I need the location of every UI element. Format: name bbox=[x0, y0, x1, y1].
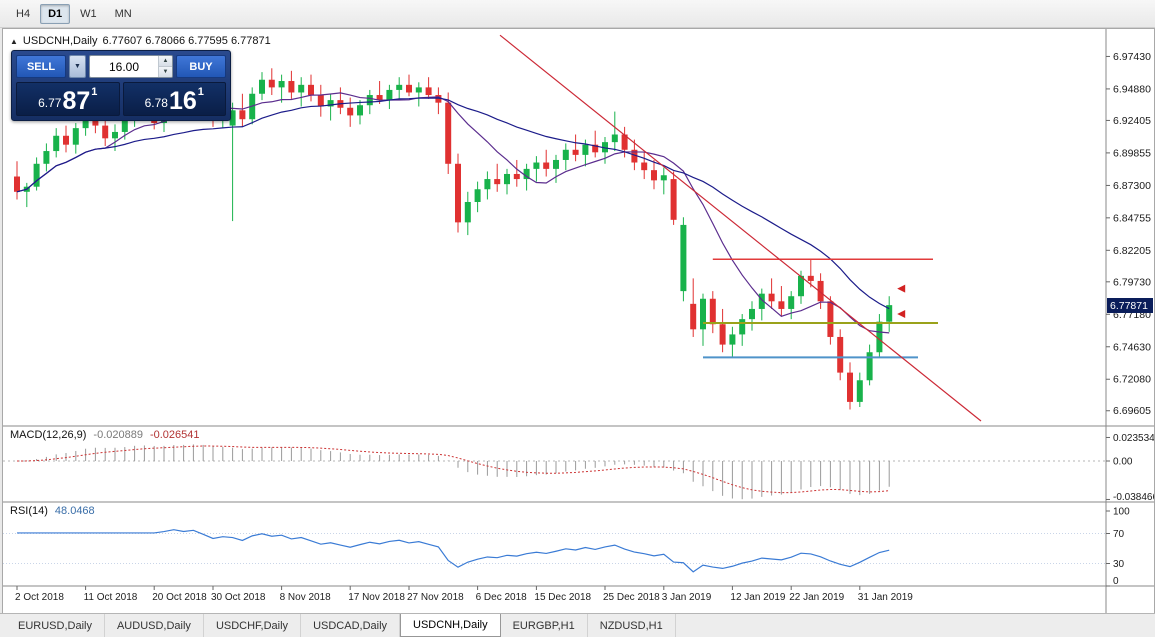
svg-text:0.00: 0.00 bbox=[1113, 457, 1133, 468]
macd-signal-value: -0.026541 bbox=[149, 429, 200, 441]
chart-symbol-label: USDCNH,Daily bbox=[22, 35, 98, 47]
svg-text:25 Dec 2018: 25 Dec 2018 bbox=[603, 592, 660, 603]
volume-dropdown-button[interactable]: ▼ bbox=[69, 55, 86, 78]
svg-text:17 Nov 2018: 17 Nov 2018 bbox=[348, 592, 405, 603]
svg-text:12 Jan 2019: 12 Jan 2019 bbox=[730, 592, 785, 603]
buy-button[interactable]: BUY bbox=[176, 55, 226, 78]
trade-marker bbox=[897, 310, 906, 319]
svg-text:-0.038466: -0.038466 bbox=[1113, 492, 1154, 503]
sell-price-small: 6.77 bbox=[38, 96, 62, 110]
tab-usdchf-daily[interactable]: USDCHF,Daily bbox=[204, 614, 302, 637]
svg-text:70: 70 bbox=[1113, 529, 1125, 540]
svg-text:6.79730: 6.79730 bbox=[1113, 276, 1151, 288]
macd-main-value: -0.020889 bbox=[93, 429, 143, 441]
moving-average-24 bbox=[16, 97, 890, 310]
svg-text:30: 30 bbox=[1113, 559, 1125, 570]
svg-text:15 Dec 2018: 15 Dec 2018 bbox=[534, 592, 591, 603]
svg-text:3 Jan 2019: 3 Jan 2019 bbox=[662, 592, 712, 603]
tab-nzdusd-h1[interactable]: NZDUSD,H1 bbox=[588, 614, 676, 637]
timeframe-button-h4[interactable]: H4 bbox=[16, 7, 31, 20]
symbol-icon: ▲ bbox=[10, 36, 18, 46]
rsi-label: RSI(14) 48.0468 bbox=[10, 505, 95, 517]
sell-button[interactable]: SELL bbox=[16, 55, 66, 78]
moving-average-10 bbox=[16, 92, 890, 334]
svg-text:11 Oct 2018: 11 Oct 2018 bbox=[84, 592, 138, 603]
macd-histogram bbox=[26, 444, 890, 500]
svg-text:20 Oct 2018: 20 Oct 2018 bbox=[152, 592, 207, 603]
svg-text:6.72080: 6.72080 bbox=[1113, 374, 1151, 386]
svg-text:0.023534: 0.023534 bbox=[1113, 433, 1154, 444]
tab-usdcnh-daily[interactable]: USDCNH,Daily bbox=[400, 614, 501, 637]
chart-canvas[interactable]: 6.97430 6.94880 6.92405 6.89855 6.87300 6.847… bbox=[3, 29, 1154, 614]
svg-text:6.87300: 6.87300 bbox=[1113, 180, 1151, 192]
svg-text:6.97430: 6.97430 bbox=[1113, 51, 1151, 63]
svg-text:27 Nov 2018: 27 Nov 2018 bbox=[407, 592, 464, 603]
svg-text:6 Dec 2018: 6 Dec 2018 bbox=[476, 592, 528, 603]
svg-text:22 Jan 2019: 22 Jan 2019 bbox=[789, 592, 844, 603]
trend-line[interactable] bbox=[499, 34, 982, 422]
svg-text:0: 0 bbox=[1113, 576, 1119, 587]
buy-price-display[interactable]: 6.78 16 1 bbox=[122, 82, 226, 116]
svg-text:6.92405: 6.92405 bbox=[1113, 115, 1151, 127]
volume-input[interactable] bbox=[90, 56, 158, 77]
macd-signal-line bbox=[16, 445, 890, 494]
svg-text:31 Jan 2019: 31 Jan 2019 bbox=[858, 592, 913, 603]
svg-text:6.89855: 6.89855 bbox=[1113, 147, 1151, 159]
buy-price-sup: 1 bbox=[197, 86, 204, 98]
rsi-name: RSI(14) bbox=[10, 505, 48, 517]
date-axis[interactable]: 2 Oct 2018 11 Oct 2018 20 Oct 2018 30 Oct 2… bbox=[15, 586, 913, 603]
trade-marker bbox=[897, 284, 906, 293]
tab-eurgbp-h1[interactable]: EURGBP,H1 bbox=[501, 614, 588, 637]
tab-audusd-daily[interactable]: AUDUSD,Daily bbox=[105, 614, 204, 637]
chevron-down-icon: ▼ bbox=[74, 63, 81, 70]
buy-price-big: 16 bbox=[168, 87, 197, 115]
macd-label: MACD(12,26,9) -0.020889 -0.026541 bbox=[10, 429, 200, 441]
svg-text:8 Nov 2018: 8 Nov 2018 bbox=[280, 592, 332, 603]
timeframe-toolbar: H4 D1 W1 MN bbox=[0, 0, 1155, 28]
tab-usdcad-daily[interactable]: USDCAD,Daily bbox=[301, 614, 401, 637]
one-click-trading-panel: SELL ▼ ▲ ▼ BUY 6.77 87 1 6.78 16 bbox=[11, 50, 231, 121]
chart-window: 6.97430 6.94880 6.92405 6.89855 6.87300 6.847… bbox=[2, 28, 1155, 615]
svg-text:6.94880: 6.94880 bbox=[1113, 83, 1151, 95]
rsi-line bbox=[17, 529, 890, 573]
chart-ohlc-values: 6.77607 6.78066 6.77595 6.77871 bbox=[102, 35, 271, 47]
spinner-up-icon[interactable]: ▲ bbox=[159, 56, 172, 66]
sell-price-big: 87 bbox=[62, 87, 91, 115]
chart-title: ▲ USDCNH,Daily 6.77607 6.78066 6.77595 6.… bbox=[10, 35, 271, 47]
svg-text:6.74630: 6.74630 bbox=[1113, 341, 1151, 353]
svg-text:100: 100 bbox=[1113, 507, 1130, 518]
svg-text:2 Oct 2018: 2 Oct 2018 bbox=[15, 592, 64, 603]
buy-price-small: 6.78 bbox=[144, 96, 168, 110]
volume-spinner: ▲ ▼ bbox=[158, 56, 172, 77]
tab-eurusd-daily[interactable]: EURUSD,Daily bbox=[6, 614, 105, 637]
svg-text:6.84755: 6.84755 bbox=[1113, 212, 1151, 224]
svg-text:6.82205: 6.82205 bbox=[1113, 245, 1151, 257]
rsi-axis-ticks[interactable]: 100 70 30 0 bbox=[1106, 507, 1130, 588]
svg-text:30 Oct 2018: 30 Oct 2018 bbox=[211, 592, 266, 603]
macd-name: MACD(12,26,9) bbox=[10, 429, 87, 441]
timeframe-button-w1[interactable]: W1 bbox=[80, 7, 97, 20]
symbol-tab-bar: EURUSD,Daily AUDUSD,Daily USDCHF,Daily USDC… bbox=[0, 613, 1155, 637]
svg-text:6.69605: 6.69605 bbox=[1113, 405, 1151, 417]
volume-field: ▲ ▼ bbox=[89, 55, 173, 78]
sell-price-sup: 1 bbox=[91, 86, 98, 98]
sell-price-display[interactable]: 6.77 87 1 bbox=[16, 82, 120, 116]
timeframe-button-mn[interactable]: MN bbox=[114, 7, 132, 20]
macd-axis-ticks[interactable]: 0.023534 0.00 -0.038466 bbox=[1106, 433, 1154, 503]
current-price-badge: 6.77871 bbox=[1107, 298, 1153, 314]
spinner-down-icon[interactable]: ▼ bbox=[159, 66, 172, 77]
timeframe-button-d1[interactable]: D1 bbox=[40, 3, 71, 24]
price-axis-ticks[interactable]: 6.97430 6.94880 6.92405 6.89855 6.87300 6.847… bbox=[1106, 51, 1151, 417]
rsi-current-value: 48.0468 bbox=[54, 505, 95, 517]
